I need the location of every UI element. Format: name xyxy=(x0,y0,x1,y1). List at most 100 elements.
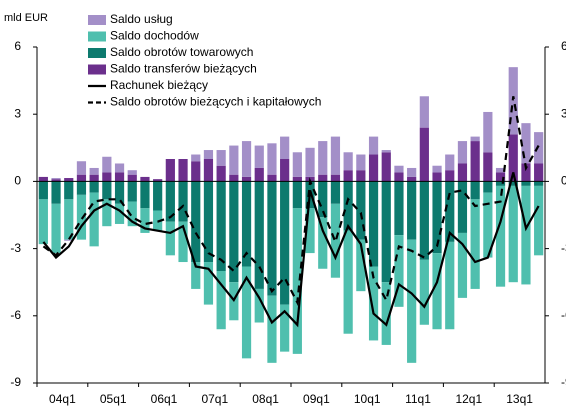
bar-segment xyxy=(305,208,315,254)
bar-segment xyxy=(419,96,429,128)
bar-segment xyxy=(203,262,214,305)
bar-segment xyxy=(407,176,417,182)
bar-segment xyxy=(241,141,252,177)
bar-segment xyxy=(178,181,188,222)
bar-segment xyxy=(280,181,290,305)
bar-segment xyxy=(153,179,163,182)
bar-segment xyxy=(292,208,302,354)
bar-segment xyxy=(445,241,455,330)
x-tick-label: 05q1 xyxy=(100,392,127,406)
bar-segment xyxy=(267,295,277,363)
bar-segment xyxy=(318,174,328,182)
bar-segment xyxy=(394,181,404,236)
bar-segment xyxy=(495,172,506,182)
y2-tick-label: -9 xyxy=(561,375,566,389)
legend-label: Saldo dochodów xyxy=(110,29,199,43)
bar-segment xyxy=(153,181,163,211)
bar-segment xyxy=(318,181,328,218)
bar-segment xyxy=(432,172,442,182)
bar-segment xyxy=(89,167,99,175)
line-series xyxy=(42,172,540,328)
bar-segment xyxy=(216,181,226,271)
bar-segment xyxy=(102,181,112,200)
bar-segment xyxy=(483,152,493,182)
bar-segment xyxy=(381,181,391,283)
bar-segment xyxy=(419,259,429,325)
bar-segment xyxy=(407,167,417,177)
x-tick-label: 06q1 xyxy=(151,392,178,406)
bar-segment xyxy=(534,185,544,256)
bar-segment xyxy=(64,239,74,241)
bar-segment xyxy=(127,181,137,202)
bar-segment xyxy=(432,165,442,173)
legend-swatch xyxy=(88,15,106,25)
bar-segment xyxy=(254,181,264,289)
bar-segment xyxy=(280,159,290,182)
bar-segment xyxy=(330,136,341,175)
bar-segment xyxy=(203,150,214,159)
bar-segment xyxy=(508,185,518,283)
bar-segment xyxy=(381,152,391,182)
bar-segment xyxy=(114,181,125,204)
bar-segment xyxy=(254,145,264,168)
x-tick-label: 10q1 xyxy=(354,392,381,406)
bar-segment xyxy=(343,181,353,231)
bar-segment xyxy=(356,181,366,240)
bar-segment xyxy=(483,181,493,193)
bar-segment xyxy=(203,181,214,263)
bar-segment xyxy=(254,167,264,182)
bar-segment xyxy=(470,199,480,289)
bar-segment xyxy=(114,203,125,224)
bar-segment xyxy=(292,181,302,209)
bar-segment xyxy=(394,235,404,307)
bar-segment xyxy=(191,262,201,289)
bar-segment xyxy=(356,239,366,292)
bar-segment xyxy=(534,132,544,164)
bar-segment xyxy=(483,192,493,258)
bar-segment xyxy=(394,165,404,173)
y-tick-label: -6 xyxy=(10,308,21,322)
bar-segment xyxy=(457,232,468,298)
bar-segment xyxy=(254,288,264,323)
bar-segment xyxy=(534,163,544,182)
y-tick-label: 0 xyxy=(14,174,21,188)
x-tick-label: 08q1 xyxy=(252,392,279,406)
legend-label: Saldo transferów bieżących xyxy=(110,62,257,76)
bar-segment xyxy=(267,143,277,175)
bar-segment xyxy=(229,145,239,175)
line-series xyxy=(42,96,540,307)
bar-segment xyxy=(165,181,175,222)
bar-segment xyxy=(102,199,112,227)
bar-segment xyxy=(343,230,353,334)
y2-tick-label: 0 xyxy=(561,174,566,188)
bar-segment xyxy=(203,159,214,182)
y-tick-label: -9 xyxy=(10,375,21,389)
y-axis-label: mld EUR xyxy=(4,12,48,24)
bar-segment xyxy=(495,167,506,173)
y-tick-label: -3 xyxy=(10,241,21,255)
bar-segment xyxy=(521,181,531,186)
bar-segment xyxy=(140,181,150,209)
bar-segment xyxy=(368,266,379,341)
bar-segment xyxy=(216,150,226,166)
bar-segment xyxy=(76,181,87,195)
bar-segment xyxy=(165,159,175,182)
bar-segment xyxy=(318,141,328,175)
bar-segment xyxy=(356,154,366,171)
bar-segment xyxy=(280,136,290,159)
bar-segment xyxy=(330,181,341,204)
y2-tick-label: 3 xyxy=(561,106,566,120)
legend-swatch xyxy=(88,64,106,75)
bar-segment xyxy=(76,174,87,182)
bar-segment xyxy=(178,159,188,182)
bar-segment xyxy=(64,199,74,240)
x-tick-label: 07q1 xyxy=(201,392,228,406)
legend-swatch xyxy=(88,31,106,42)
y-tick-label: 6 xyxy=(14,39,21,53)
x-tick-label: 12q1 xyxy=(455,392,482,406)
bar-segment xyxy=(267,181,277,296)
bar-segment xyxy=(89,192,99,247)
bar-segment xyxy=(216,165,226,182)
bar-segment xyxy=(127,170,137,175)
